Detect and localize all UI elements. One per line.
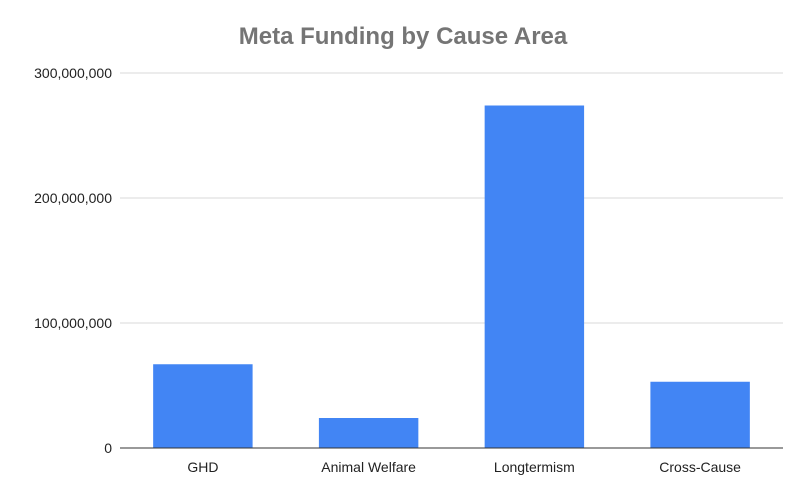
- y-tick-label: 0: [104, 440, 112, 456]
- chart-title: Meta Funding by Cause Area: [239, 23, 568, 50]
- bar-longtermism: [484, 105, 585, 448]
- y-tick-label: 300,000,000: [34, 65, 112, 81]
- y-axis-tick-labels: 0 100,000,000 200,000,000 300,000,000: [34, 65, 112, 456]
- x-tick-label: Cross-Cause: [659, 459, 741, 475]
- y-tick-label: 200,000,000: [34, 190, 112, 206]
- bars: [153, 105, 750, 448]
- gridlines: [120, 72, 783, 324]
- x-axis-tick-labels: GHD Animal Welfare Longtermism Cross-Cause: [187, 459, 741, 475]
- y-tick-label: 100,000,000: [34, 315, 112, 331]
- x-tick-label: Longtermism: [494, 459, 575, 475]
- bar-ghd: [153, 364, 253, 448]
- bar-animal-welfare: [318, 418, 419, 448]
- x-tick-label: GHD: [187, 459, 218, 475]
- bar-cross-cause: [650, 381, 750, 448]
- x-tick-label: Animal Welfare: [321, 459, 416, 475]
